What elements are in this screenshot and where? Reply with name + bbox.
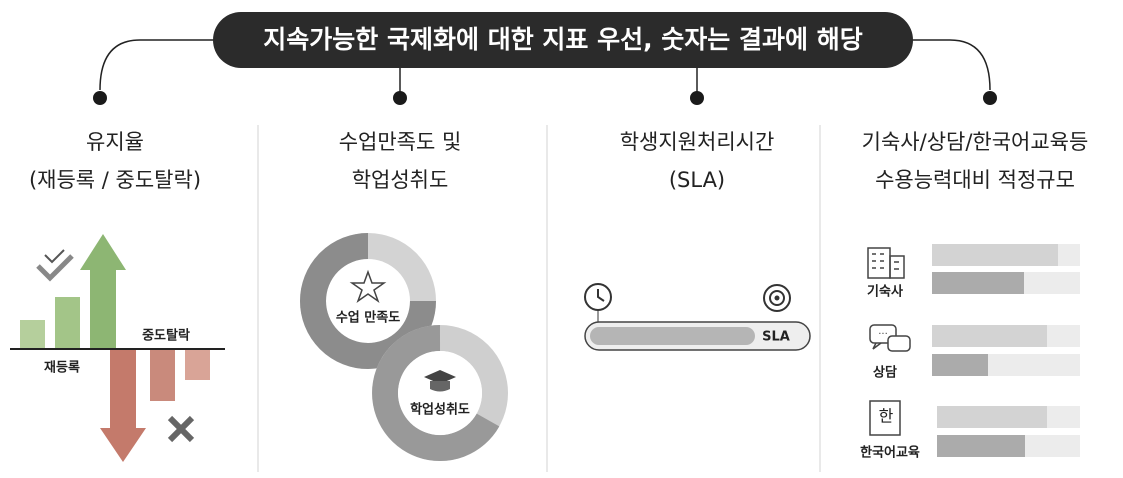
dividers [257, 125, 821, 472]
chat-dots: ··· [878, 329, 888, 340]
column-title: 학생지원처리시간 [620, 130, 775, 154]
column-title: (재등록 / 중도탈락) [29, 168, 201, 192]
column-title: (SLA) [669, 168, 725, 192]
book-icon [869, 400, 901, 436]
progress-fill [590, 327, 755, 345]
connector [99, 39, 215, 91]
column-title: 유지율 [86, 130, 144, 154]
book-char: 한 [879, 407, 894, 426]
bar-fill [932, 354, 988, 376]
bar-fill [932, 325, 1047, 347]
connectors [99, 39, 991, 95]
bar-fill [937, 435, 1025, 457]
target-icon [769, 290, 785, 306]
donut-hole [398, 351, 482, 435]
label: 학업성취도 [410, 402, 470, 418]
title: 지속가능한 국제화에 대한 지표 우선, 숫자는 결과에 해당 [263, 25, 862, 54]
target-icon [774, 295, 780, 301]
label: 재등록 [44, 361, 80, 376]
target-icon [763, 284, 791, 312]
column-title: 기숙사/상담/한국어교육등 [862, 130, 1089, 154]
column-title: 학업성취도 [352, 168, 449, 192]
bar-fill [932, 244, 1058, 266]
sla-graphic: SLA [584, 283, 811, 351]
clock-icon [597, 289, 605, 302]
star-icon [349, 269, 387, 303]
column-title: 수업만족도 및 [339, 130, 462, 154]
retention-graphic: 중도탈락 재등록 [10, 234, 225, 462]
check-icon [44, 249, 65, 264]
column-title: 수용능력대비 적정규모 [875, 168, 1075, 192]
capacity-graphic: ··· 한 기숙사 상담 한국어교육 [860, 244, 1080, 461]
chat-icon [869, 324, 911, 352]
dot [983, 91, 997, 105]
check-icon [36, 254, 74, 282]
dots [93, 91, 997, 105]
label: SLA [762, 330, 790, 345]
bar-fill [932, 272, 1024, 294]
building-icon [867, 247, 905, 279]
bar [20, 320, 45, 349]
connector [910, 39, 991, 91]
label: 기숙사 [867, 284, 903, 300]
label: 한국어교육 [860, 445, 920, 461]
label: 중도탈락 [142, 329, 190, 344]
bar [150, 349, 175, 401]
title-pill [213, 12, 913, 68]
dot [393, 91, 407, 105]
satisfaction-graphic: 수업 만족도 학업성취도 [300, 233, 508, 461]
cap-icon [424, 370, 456, 384]
bar [185, 349, 210, 380]
label: 상담 [873, 366, 897, 381]
bar-fill [937, 406, 1047, 428]
label: 수업 만족도 [336, 310, 400, 326]
dot [93, 91, 107, 105]
donut-segment [372, 325, 500, 461]
x-icon [167, 415, 195, 443]
dot [690, 91, 704, 105]
cap-icon [430, 381, 450, 392]
down-arrow [100, 349, 146, 462]
up-arrow [80, 234, 126, 349]
bar [55, 297, 80, 349]
